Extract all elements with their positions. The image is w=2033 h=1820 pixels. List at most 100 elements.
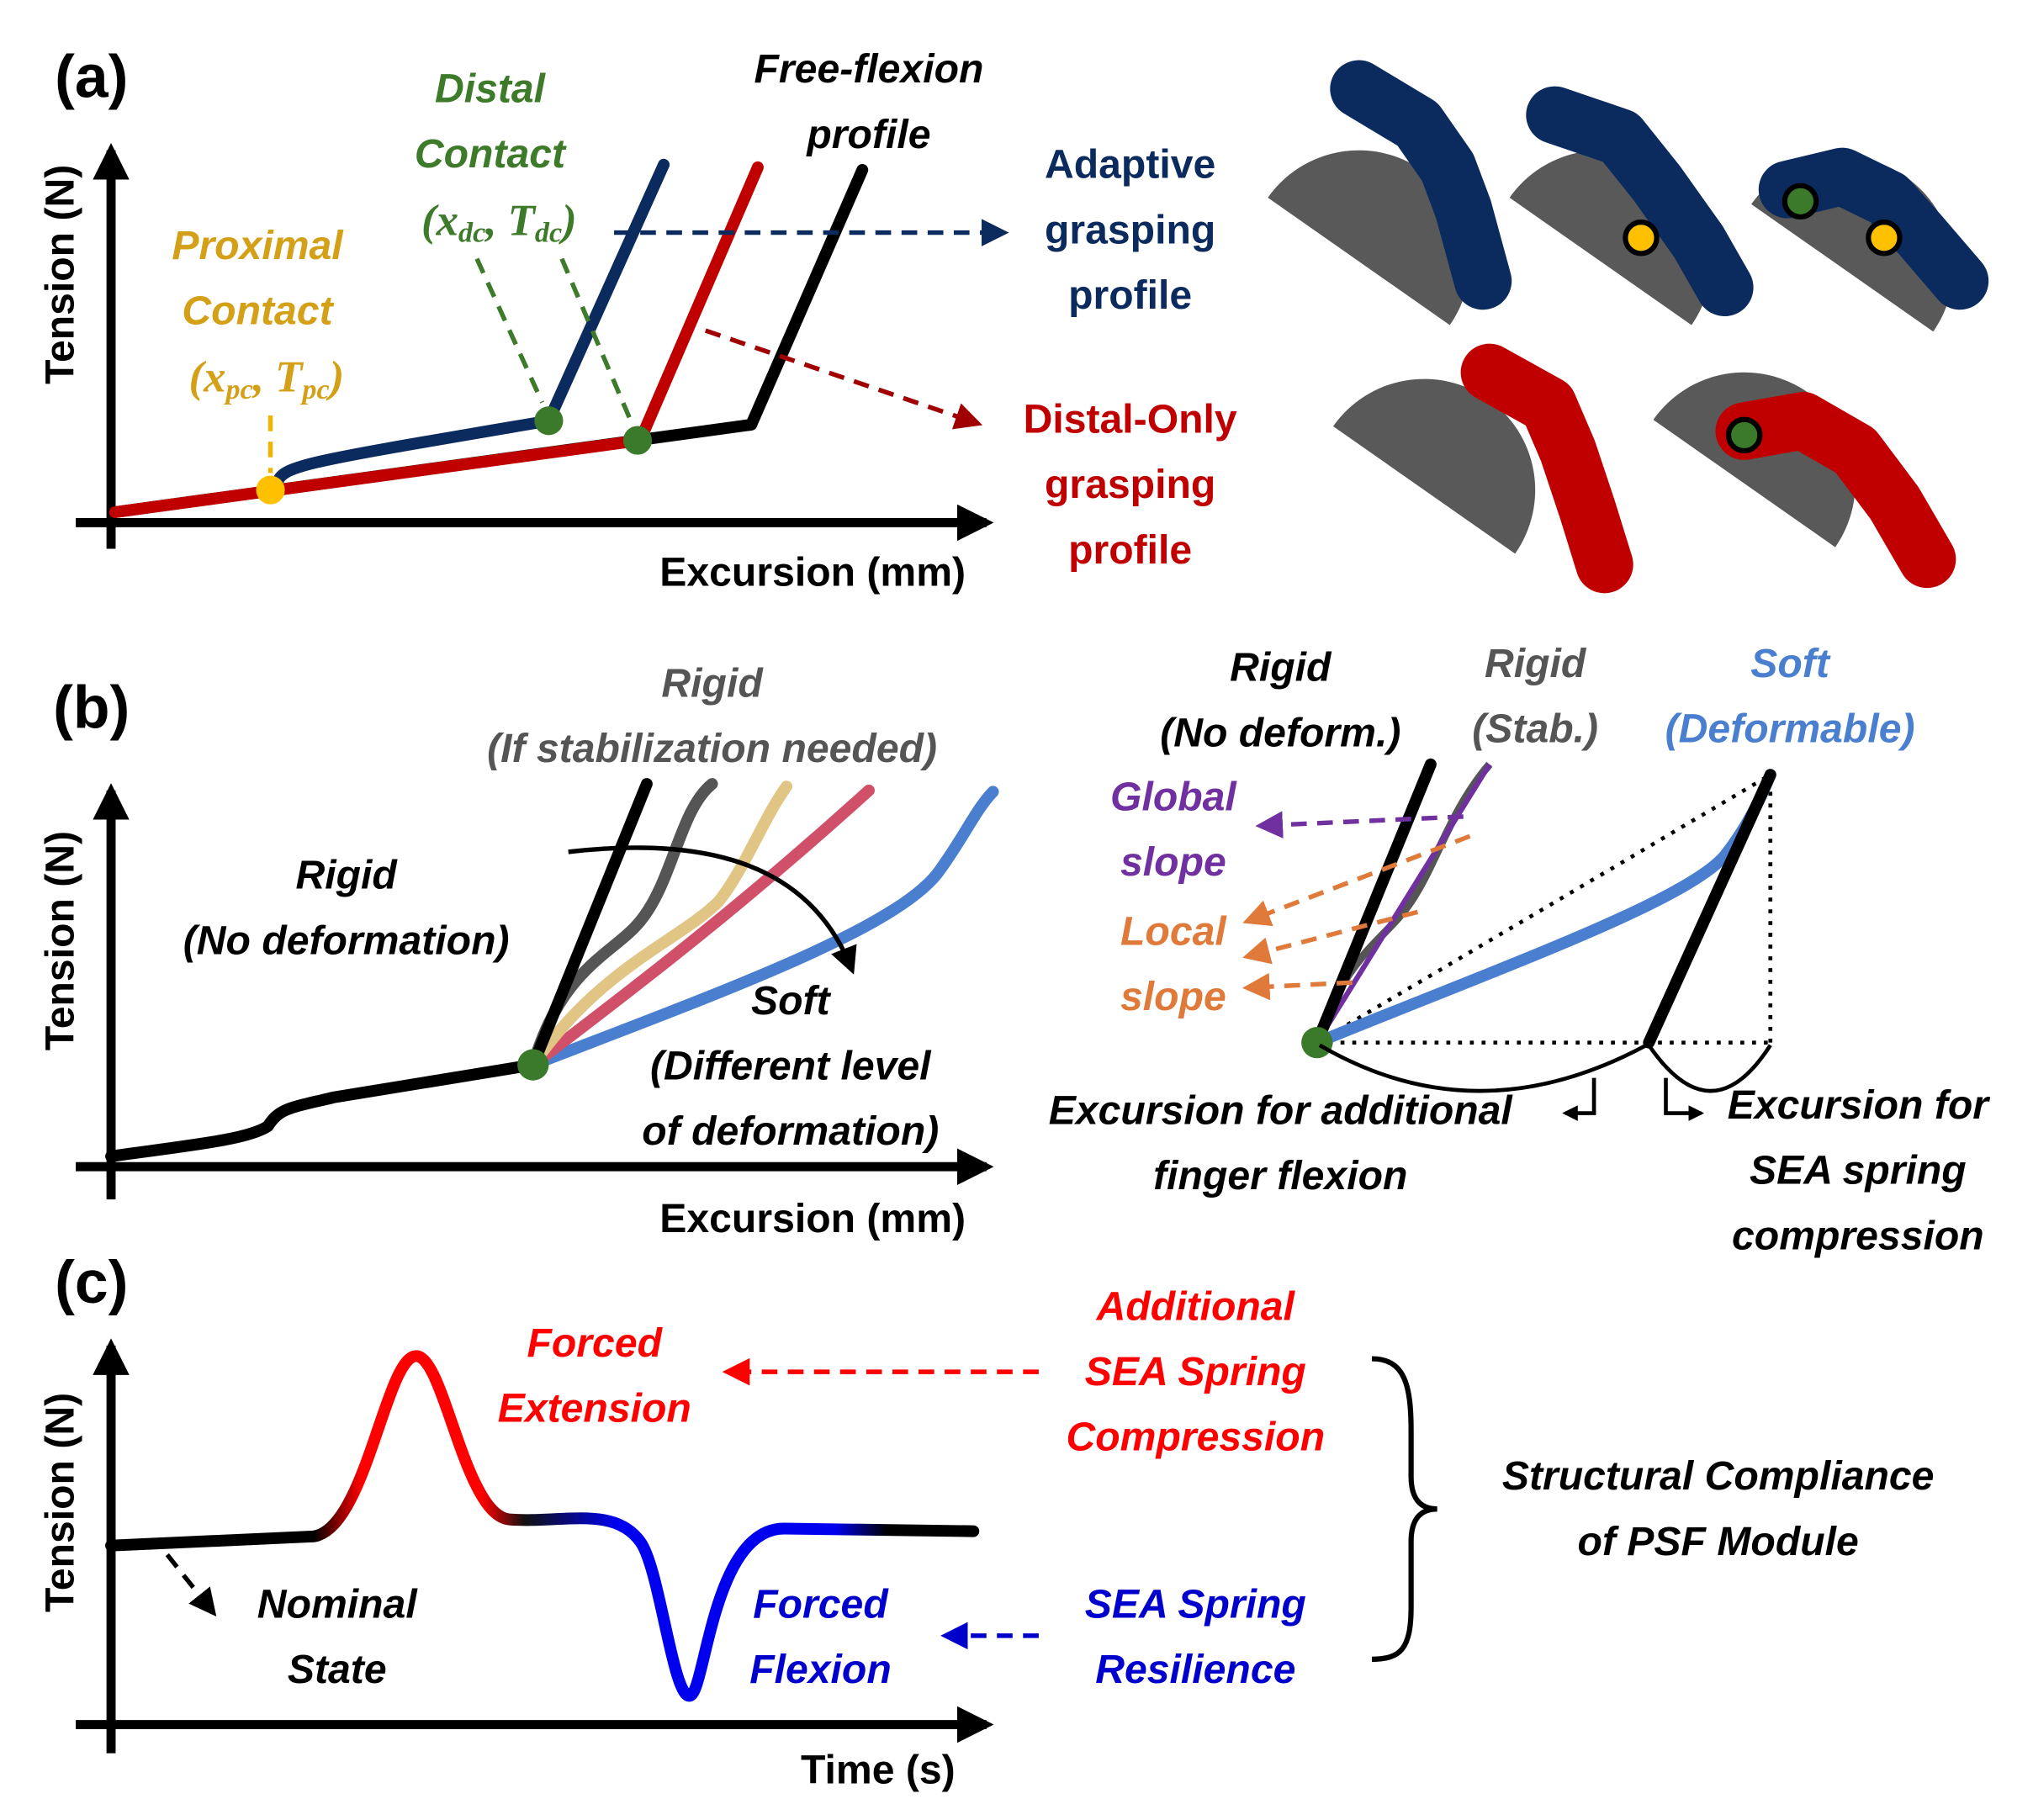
- coordinates: (xdc, Tdc): [421, 196, 577, 248]
- annotation: Excursion for: [1728, 1082, 1991, 1128]
- text-part: (: [421, 196, 439, 245]
- base-curve: [105, 1059, 539, 1162]
- brace: [1318, 1043, 1772, 1093]
- annotation: Rigid: [1230, 645, 1332, 690]
- annotation: (Stab.): [1472, 706, 1598, 752]
- annotation: Soft: [1750, 641, 1831, 686]
- annotation: Soft: [751, 978, 832, 1024]
- annotation: compression: [1732, 1213, 1984, 1258]
- y-axis-label: Tension (N): [37, 165, 82, 384]
- annotation: Rigid: [295, 853, 398, 898]
- tension-curve: [105, 1350, 980, 1702]
- annotation: Rigid: [1485, 641, 1587, 686]
- annotation: SEA spring: [1750, 1148, 1967, 1193]
- leader: [559, 257, 635, 426]
- brace: [1371, 1356, 1437, 1662]
- annotation: SEA Spring: [1085, 1349, 1306, 1394]
- annotation: Structural Compliance: [1502, 1453, 1935, 1499]
- finger: [1758, 147, 1989, 310]
- text-part: ): [326, 353, 345, 402]
- object: [1332, 378, 1536, 554]
- arrow: [1664, 1077, 1705, 1121]
- leader: [474, 257, 545, 404]
- annotation: of PSF Module: [1578, 1519, 1859, 1564]
- arrow: [1255, 811, 1464, 839]
- coordinates: (xpc, Tpc): [188, 353, 344, 405]
- finger: [1330, 60, 1512, 310]
- text-part: x: [436, 196, 458, 245]
- spring-line: [1643, 769, 1776, 1049]
- text-part: dc: [535, 218, 562, 249]
- contact-point: [517, 1049, 549, 1081]
- annotation: Additional: [1096, 1283, 1296, 1329]
- annotation: SEA Spring: [1085, 1581, 1306, 1627]
- text-part: (: [188, 353, 206, 402]
- annotation: Forced: [753, 1581, 889, 1627]
- annotation: Global: [1110, 774, 1237, 819]
- text-part: x: [203, 353, 225, 402]
- annotation: profile: [1068, 272, 1192, 318]
- guide: [1316, 773, 1771, 1045]
- text-part: T: [275, 353, 304, 402]
- rigid-line: [1310, 758, 1437, 1049]
- annotation: Excursion for additional: [1049, 1087, 1514, 1133]
- soft-curve: [527, 786, 999, 1071]
- proximal-contact-point: [256, 475, 285, 505]
- contact-point: [1301, 1027, 1333, 1059]
- finger: [1526, 86, 1754, 317]
- annotation: grasping: [1045, 462, 1215, 507]
- text-part: pc: [223, 374, 252, 405]
- annotation: Flexion: [749, 1647, 892, 1692]
- annotation: Contact: [182, 288, 334, 334]
- x-axis-label: Excursion (mm): [659, 549, 966, 595]
- x-axis-label: Time (s): [801, 1748, 956, 1793]
- object: [1268, 150, 1470, 325]
- panel-label: (a): [55, 43, 128, 110]
- annotation: Free-flexion: [754, 46, 984, 92]
- rigid-curve: [527, 778, 653, 1071]
- arrow: [1242, 833, 1471, 927]
- annotation: Distal-Only: [1024, 397, 1237, 442]
- contact-point: [1623, 220, 1660, 257]
- annotation: Rigid: [661, 660, 764, 706]
- annotation: profile: [1068, 527, 1192, 573]
- arrow: [1562, 1077, 1596, 1121]
- text-part: ,: [484, 196, 507, 245]
- arrow: [165, 1553, 217, 1617]
- finger: [1460, 343, 1633, 594]
- annotation: Extension: [498, 1385, 691, 1431]
- finger: [1715, 392, 1956, 589]
- y-axis-label: Tension (N): [37, 831, 82, 1050]
- annotation: profile: [805, 112, 930, 157]
- annotation: Contact: [415, 131, 567, 177]
- annotation: (No deformation): [183, 918, 510, 963]
- annotation: Distal: [435, 66, 547, 112]
- adaptive-curve: [271, 158, 670, 489]
- annotation: slope: [1120, 839, 1226, 885]
- arrow: [1242, 909, 1419, 965]
- distal-contact-point: [622, 426, 653, 455]
- arrow: [568, 845, 857, 975]
- x-axis-label: Excursion (mm): [659, 1196, 966, 1241]
- annotation: (Different level: [650, 1043, 932, 1088]
- contact-point: [1866, 220, 1903, 257]
- annotation: Local: [1120, 908, 1227, 954]
- panel-label: (b): [53, 675, 130, 742]
- text-part: ,: [251, 353, 275, 402]
- annotation: (Deformable): [1665, 706, 1915, 752]
- text-part: ): [559, 196, 577, 245]
- annotation: Compression: [1066, 1415, 1325, 1460]
- text-part: T: [508, 196, 537, 245]
- arrow: [704, 328, 983, 430]
- annotation: of deformation): [642, 1108, 939, 1154]
- y-axis-label: Tension (N): [37, 1393, 82, 1612]
- annotation: Adaptive: [1045, 142, 1215, 188]
- text-part: pc: [299, 374, 329, 405]
- text-part: dc: [458, 218, 485, 249]
- annotation: grasping: [1045, 207, 1215, 252]
- guides: [1316, 773, 1773, 1045]
- curve: [527, 780, 793, 1071]
- annotation: finger flexion: [1153, 1153, 1407, 1198]
- annotation: Nominal: [257, 1581, 419, 1627]
